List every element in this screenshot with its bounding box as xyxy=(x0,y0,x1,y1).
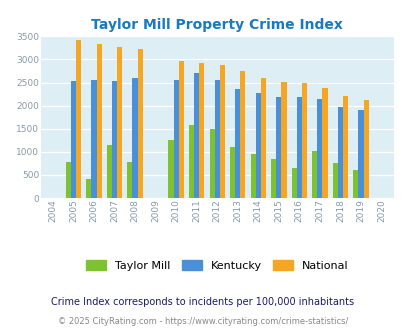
Bar xyxy=(66,162,71,198)
Bar xyxy=(71,81,76,198)
Legend: Taylor Mill, Kentucky, National: Taylor Mill, Kentucky, National xyxy=(81,255,352,275)
Bar xyxy=(240,71,245,198)
Bar xyxy=(137,49,143,198)
Bar xyxy=(296,97,301,198)
Bar xyxy=(352,170,358,198)
Bar xyxy=(301,83,306,198)
Bar xyxy=(219,65,224,198)
Bar xyxy=(173,80,178,198)
Bar xyxy=(132,78,137,198)
Bar xyxy=(188,125,194,198)
Bar xyxy=(317,99,322,198)
Bar xyxy=(255,93,260,198)
Text: Crime Index corresponds to incidents per 100,000 inhabitants: Crime Index corresponds to incidents per… xyxy=(51,297,354,307)
Bar xyxy=(291,168,296,198)
Bar xyxy=(214,80,219,198)
Bar xyxy=(168,140,173,198)
Bar xyxy=(96,44,101,198)
Bar xyxy=(234,88,240,198)
Bar xyxy=(209,129,214,198)
Text: © 2025 CityRating.com - https://www.cityrating.com/crime-statistics/: © 2025 CityRating.com - https://www.city… xyxy=(58,317,347,326)
Bar xyxy=(178,61,183,198)
Bar xyxy=(311,151,317,198)
Bar xyxy=(342,96,347,198)
Bar xyxy=(127,161,132,198)
Bar xyxy=(230,147,234,198)
Bar xyxy=(281,82,286,198)
Bar xyxy=(112,81,117,198)
Bar xyxy=(322,88,327,198)
Bar xyxy=(250,154,255,198)
Bar xyxy=(117,47,122,198)
Bar xyxy=(194,73,199,198)
Title: Taylor Mill Property Crime Index: Taylor Mill Property Crime Index xyxy=(91,18,342,32)
Bar xyxy=(260,78,265,198)
Bar xyxy=(332,163,337,198)
Bar xyxy=(271,159,275,198)
Bar xyxy=(358,110,362,198)
Bar xyxy=(199,63,204,198)
Bar xyxy=(362,100,368,198)
Bar xyxy=(337,107,342,198)
Bar xyxy=(107,145,112,198)
Bar xyxy=(91,80,96,198)
Bar xyxy=(76,40,81,198)
Bar xyxy=(275,97,281,198)
Bar xyxy=(86,179,91,198)
